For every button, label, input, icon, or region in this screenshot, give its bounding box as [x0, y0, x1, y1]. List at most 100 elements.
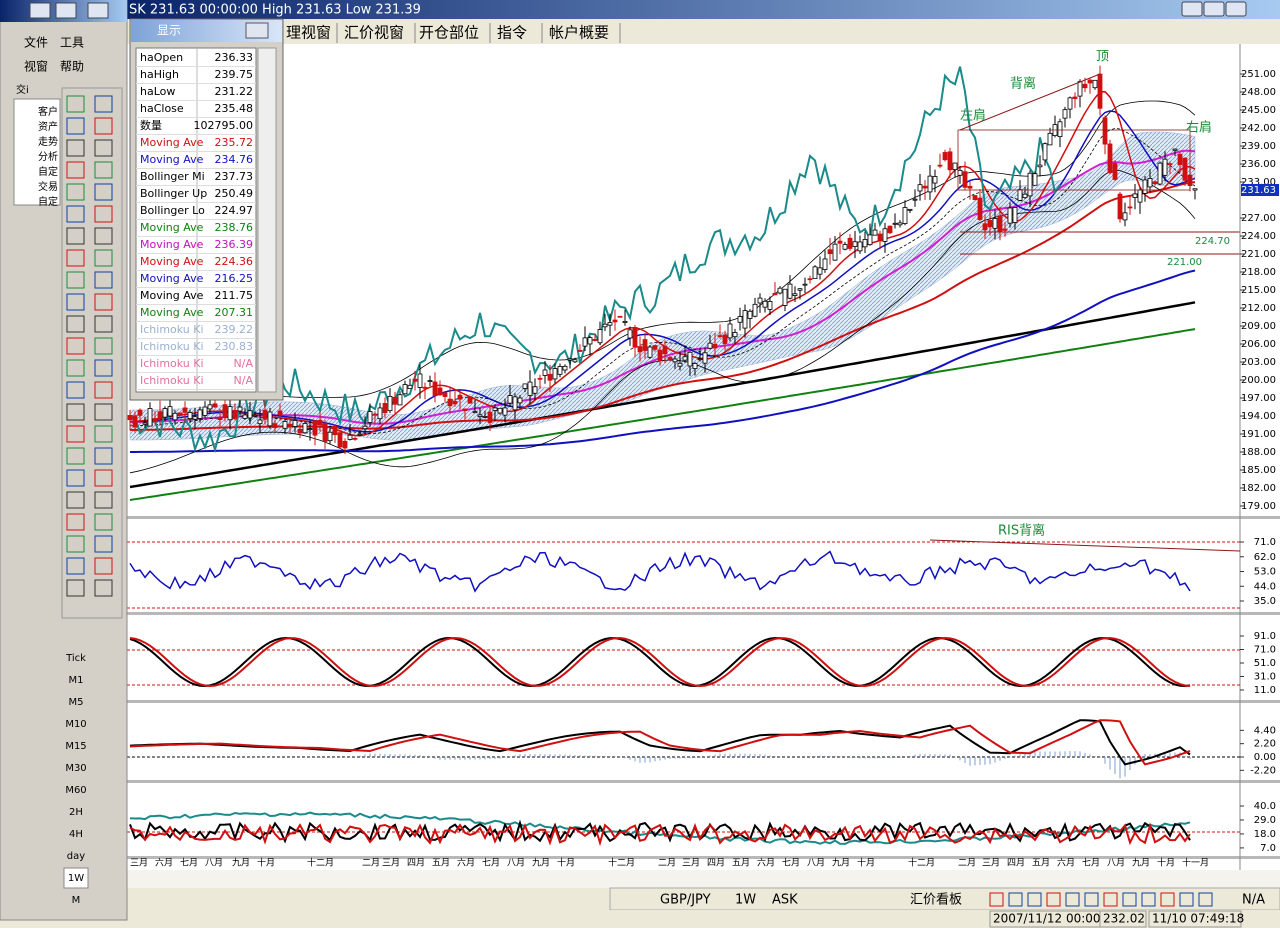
toolbar-icon[interactable]: [1046, 892, 1061, 907]
tool-icon[interactable]: [94, 535, 113, 553]
tool-icon[interactable]: [66, 293, 85, 311]
tool-icon[interactable]: [94, 337, 113, 355]
tool-icon[interactable]: [66, 513, 85, 531]
tab[interactable]: 帐户概要: [549, 24, 609, 42]
toolbar-icon[interactable]: [1084, 892, 1099, 907]
timeframe-button[interactable]: day: [67, 851, 85, 862]
toolbar-icon[interactable]: [1103, 892, 1118, 907]
toolbar-item[interactable]: N/A: [1242, 893, 1265, 908]
panel-button[interactable]: [55, 2, 77, 19]
tab[interactable]: 指令: [497, 24, 527, 42]
tool-icon[interactable]: [66, 579, 85, 597]
timeframe-button[interactable]: M60: [65, 785, 86, 796]
menu-item[interactable]: 视窗: [24, 59, 48, 74]
toolbar-icon[interactable]: [989, 892, 1004, 907]
tool-icon[interactable]: [94, 227, 113, 245]
menu-item[interactable]: 帮助: [60, 60, 84, 74]
tool-icon[interactable]: [94, 579, 113, 597]
tree-item[interactable]: 走势: [38, 135, 58, 148]
tool-icon[interactable]: [66, 315, 85, 333]
tool-icon[interactable]: [66, 425, 85, 443]
timeframe-button[interactable]: 4H: [69, 829, 83, 840]
toolbar-icon[interactable]: [1141, 892, 1156, 907]
tool-icon[interactable]: [94, 271, 113, 289]
timeframe-button[interactable]: M30: [65, 763, 86, 774]
tool-icon[interactable]: [94, 381, 113, 399]
tool-icon[interactable]: [94, 293, 113, 311]
tool-icon[interactable]: [94, 557, 113, 575]
tree-item[interactable]: 客户: [38, 105, 58, 118]
tool-icon[interactable]: [94, 95, 113, 113]
toolbar-item[interactable]: 1W: [735, 893, 756, 908]
tool-icon[interactable]: [94, 447, 113, 465]
tool-icon[interactable]: [66, 95, 85, 113]
tree-item[interactable]: 自定: [38, 195, 58, 208]
tool-icon[interactable]: [94, 491, 113, 509]
toolbar-icon[interactable]: [1122, 892, 1137, 907]
tool-icon[interactable]: [66, 403, 85, 421]
tool-icon[interactable]: [66, 271, 85, 289]
timeframe-button[interactable]: M1: [69, 675, 84, 686]
tool-icon[interactable]: [94, 513, 113, 531]
scrollbar[interactable]: [257, 47, 277, 393]
timeframe-button[interactable]: Tick: [65, 653, 86, 664]
tool-icon[interactable]: [66, 359, 85, 377]
toolbar-icon[interactable]: [1065, 892, 1080, 907]
tool-icon[interactable]: [66, 161, 85, 179]
data-window-close[interactable]: [245, 22, 269, 39]
tool-icon[interactable]: [66, 205, 85, 223]
tool-icon[interactable]: [94, 117, 113, 135]
tree-item[interactable]: 交易: [38, 180, 58, 193]
toolbar-icon[interactable]: [1160, 892, 1175, 907]
tool-icon[interactable]: [94, 139, 113, 157]
tool-icon[interactable]: [94, 359, 113, 377]
tool-icon[interactable]: [94, 161, 113, 179]
tool-icon[interactable]: [94, 183, 113, 201]
timeframe-button[interactable]: 1W: [68, 873, 84, 884]
tool-icon[interactable]: [66, 117, 85, 135]
tab[interactable]: 开仓部位: [419, 24, 479, 42]
tool-icon[interactable]: [94, 249, 113, 267]
tool-icon[interactable]: [94, 469, 113, 487]
window-buttons[interactable]: [1181, 1, 1247, 17]
minimize-button[interactable]: [1181, 1, 1203, 17]
timeframe-button[interactable]: 2H: [69, 807, 83, 818]
tool-icon[interactable]: [66, 249, 85, 267]
tool-icon[interactable]: [66, 183, 85, 201]
restore-button[interactable]: [1203, 1, 1225, 17]
timeframe-button[interactable]: M10: [65, 719, 86, 730]
timeframe-button[interactable]: M15: [65, 741, 86, 752]
menu-item[interactable]: 文件: [24, 35, 48, 50]
tool-icon[interactable]: [66, 535, 85, 553]
tool-icon[interactable]: [66, 469, 85, 487]
tool-icon[interactable]: [94, 315, 113, 333]
tab[interactable]: 汇价视窗: [344, 24, 404, 42]
tree-item[interactable]: 分析: [38, 150, 58, 163]
panel-tab[interactable]: 交i: [16, 83, 29, 96]
close-button[interactable]: [1225, 1, 1247, 17]
timeframe-button[interactable]: M: [72, 895, 81, 906]
toolbar-item[interactable]: 汇价看板: [910, 892, 962, 908]
toolbar-item[interactable]: GBP/JPY: [660, 893, 711, 908]
toolbar-item[interactable]: ASK: [772, 893, 798, 908]
tool-icon[interactable]: [94, 425, 113, 443]
toolbar-icon[interactable]: [1008, 892, 1023, 907]
timeframe-button[interactable]: M5: [69, 697, 84, 708]
panel-button[interactable]: [29, 2, 51, 19]
tool-icon[interactable]: [66, 139, 85, 157]
tree-item[interactable]: 资产: [38, 120, 58, 133]
toolbar-icon[interactable]: [1198, 892, 1213, 907]
menu-item[interactable]: 工具: [60, 36, 84, 50]
tool-icon[interactable]: [66, 491, 85, 509]
toolbar-icon[interactable]: [1179, 892, 1194, 907]
panel-button[interactable]: [87, 2, 109, 19]
tool-icon[interactable]: [66, 381, 85, 399]
tab[interactable]: 理视窗: [286, 24, 331, 42]
tree-item[interactable]: 自定: [38, 165, 58, 178]
tool-icon[interactable]: [66, 447, 85, 465]
tool-icon[interactable]: [66, 227, 85, 245]
tool-icon[interactable]: [94, 403, 113, 421]
tool-icon[interactable]: [66, 337, 85, 355]
tool-icon[interactable]: [94, 205, 113, 223]
toolbar-icon[interactable]: [1027, 892, 1042, 907]
